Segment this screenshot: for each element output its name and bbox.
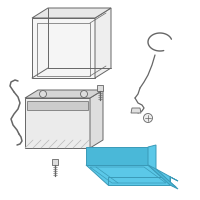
Polygon shape — [108, 177, 170, 185]
Polygon shape — [32, 18, 95, 78]
Polygon shape — [32, 8, 111, 18]
Circle shape — [40, 90, 46, 98]
Polygon shape — [86, 147, 148, 165]
Polygon shape — [97, 85, 103, 91]
Polygon shape — [25, 98, 90, 148]
Polygon shape — [52, 159, 58, 165]
Polygon shape — [95, 8, 111, 78]
Polygon shape — [25, 90, 103, 98]
Circle shape — [144, 114, 153, 122]
Polygon shape — [148, 145, 178, 187]
Polygon shape — [90, 90, 103, 148]
Polygon shape — [131, 108, 141, 113]
Polygon shape — [27, 101, 88, 110]
Polygon shape — [86, 165, 170, 185]
Polygon shape — [148, 165, 178, 189]
Circle shape — [80, 90, 88, 98]
